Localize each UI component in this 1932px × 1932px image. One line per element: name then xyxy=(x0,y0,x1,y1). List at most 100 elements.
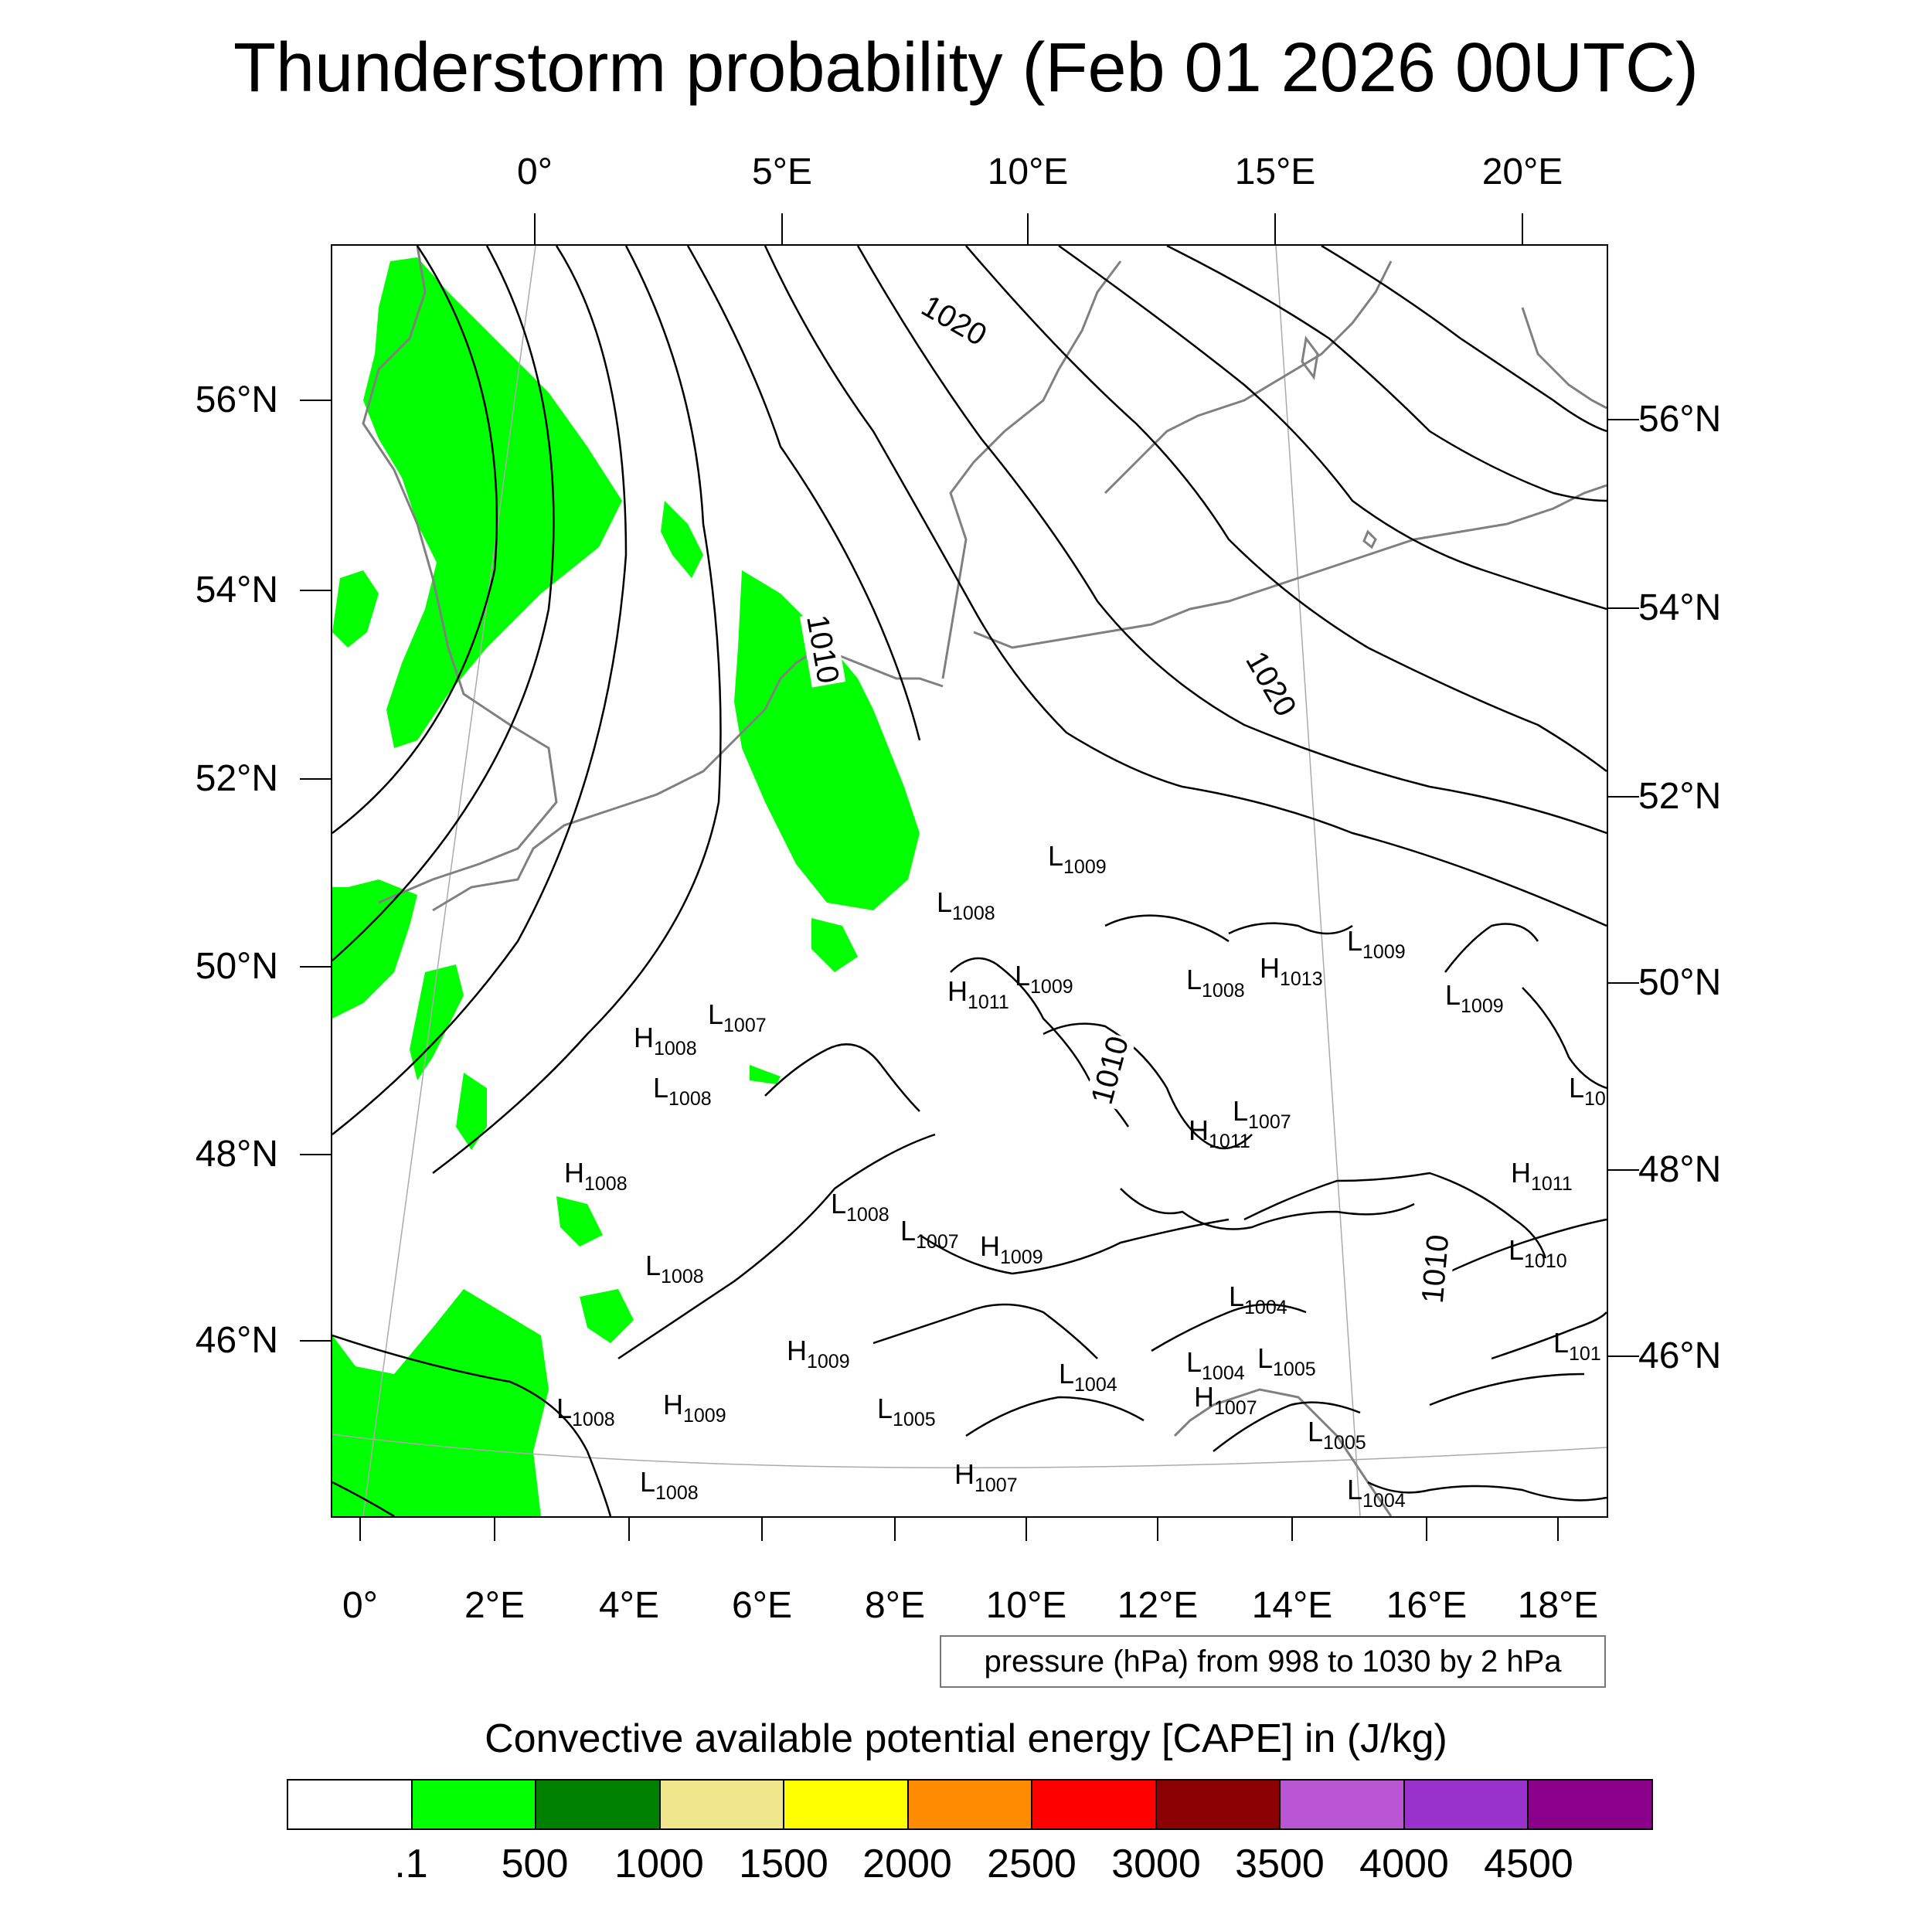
pressure-center: L1009 xyxy=(1048,840,1107,879)
pressure-center: H1011 xyxy=(947,975,1009,1014)
pressure-center-type: L xyxy=(1308,1416,1324,1447)
pressure-center: L1005 xyxy=(1257,1343,1316,1381)
pressure-center: H1007 xyxy=(1194,1382,1257,1420)
isobar xyxy=(1429,1372,1585,1406)
pressure-center: L1005 xyxy=(1308,1416,1366,1454)
pressure-center-value: 1009 xyxy=(1461,995,1504,1017)
isobar xyxy=(1228,922,1353,935)
pressure-center-type: H xyxy=(947,975,968,1007)
pressure-center-type: L xyxy=(1048,840,1064,872)
pressure-center-type: H xyxy=(663,1389,683,1420)
pressure-center: H1009 xyxy=(980,1231,1043,1269)
left-lat-label: 56°N xyxy=(195,379,278,420)
bottom-tick xyxy=(494,1518,495,1541)
colorbar-title: Convective available potential energy [C… xyxy=(485,1716,1447,1761)
right-tick xyxy=(1608,982,1639,984)
pressure-center-value: 1005 xyxy=(1323,1432,1366,1454)
isobar xyxy=(965,246,1607,772)
colorbar-box xyxy=(1032,1781,1157,1828)
pressure-center-type: L xyxy=(900,1215,917,1247)
pressure-center-type: L xyxy=(831,1188,847,1219)
right-lat-label: 48°N xyxy=(1638,1149,1722,1190)
pressure-center: L1007 xyxy=(708,999,767,1037)
isobar xyxy=(856,246,1607,835)
pressure-center: L1009 xyxy=(1347,926,1406,964)
bottom-lon-label: 6°E xyxy=(732,1585,792,1626)
bottom-tick xyxy=(761,1518,763,1541)
coastline-denmark xyxy=(941,260,1122,679)
cape-area-luxembourg xyxy=(811,918,858,972)
pressure-center-value: 1008 xyxy=(668,1088,712,1110)
pressure-center-type: H xyxy=(1189,1114,1209,1146)
bottom-lon-label: 10°E xyxy=(985,1585,1067,1626)
bottom-lon-label: 12°E xyxy=(1117,1585,1199,1626)
pressure-center-value: 1009 xyxy=(807,1351,850,1372)
pressure-center-value: 1008 xyxy=(584,1173,628,1195)
pressure-center-value: 101 xyxy=(1569,1343,1601,1365)
coastline-uk-east xyxy=(362,246,558,904)
isobar xyxy=(1522,987,1607,1090)
pressure-center-type: L xyxy=(937,886,953,918)
colorbar-label: 2000 xyxy=(862,1842,952,1886)
top-tick xyxy=(1522,213,1523,244)
colorbar-label: 1000 xyxy=(614,1842,704,1886)
pressure-center-value: 1005 xyxy=(1273,1359,1316,1380)
pressure-center-value: 1008 xyxy=(655,1482,699,1504)
pressure-center: H1011 xyxy=(1511,1157,1573,1196)
colorbar-label: 4000 xyxy=(1359,1842,1449,1886)
pressure-center-type: L xyxy=(1015,960,1031,992)
isobar xyxy=(872,1303,1098,1359)
coastline-adriatic xyxy=(1173,1388,1393,1516)
pressure-center-value: 1009 xyxy=(1030,976,1073,998)
pressure-center-value: 1009 xyxy=(1362,941,1406,963)
left-tick xyxy=(300,966,331,968)
pressure-center: L1008 xyxy=(831,1188,889,1226)
pressure-center-value: 1008 xyxy=(654,1038,697,1060)
pressure-center-type: L xyxy=(556,1393,573,1424)
pressure-center: H1011 xyxy=(1189,1114,1250,1153)
right-tick xyxy=(1608,607,1639,609)
graticule-meridian-0 xyxy=(362,246,536,1516)
top-lon-label: 0° xyxy=(517,151,553,192)
cape-area-north-sea xyxy=(661,501,703,578)
isobar xyxy=(919,1218,1230,1275)
isobar xyxy=(1151,1303,1307,1352)
cape-area-lyon xyxy=(332,1289,549,1516)
isobar xyxy=(1429,1218,1607,1283)
right-lat-label: 56°N xyxy=(1638,399,1722,440)
cape-area-france-center xyxy=(456,1073,487,1150)
chart-title: Thunderstorm probability (Feb 01 2026 00… xyxy=(233,29,1699,107)
pressure-center-value: 1011 xyxy=(1209,1131,1250,1152)
coastline-baltic-south xyxy=(973,484,1607,649)
colorbar-box xyxy=(536,1781,661,1828)
pressure-center: L1008 xyxy=(1186,964,1245,1002)
isobar xyxy=(617,1133,936,1360)
right-tick xyxy=(1608,1355,1639,1357)
pressure-center-type: L xyxy=(1059,1358,1075,1389)
pressure-center: H1009 xyxy=(663,1389,726,1427)
top-lon-label: 5°E xyxy=(752,151,812,192)
top-tick xyxy=(781,213,783,244)
pressure-center: L1008 xyxy=(645,1250,704,1288)
pressure-center-type: H xyxy=(954,1458,975,1490)
top-lon-label: 15°E xyxy=(1234,151,1316,192)
pressure-center: L1004 xyxy=(1186,1347,1245,1385)
isobar xyxy=(1166,246,1607,502)
pressure-center: L1008 xyxy=(653,1073,712,1111)
pressure-center-value: 1004 xyxy=(1362,1490,1406,1512)
pressure-center-type: L xyxy=(1229,1281,1245,1312)
colorbar-box xyxy=(1281,1781,1405,1828)
left-tick xyxy=(300,400,331,401)
pressure-center-value: 10 xyxy=(1584,1088,1606,1110)
colorbar-box xyxy=(660,1781,785,1828)
pressure-center-value: 1007 xyxy=(1248,1111,1291,1133)
pressure-center-value: 1004 xyxy=(1074,1374,1117,1396)
pressure-center: H1008 xyxy=(564,1158,628,1196)
right-lat-label: 46°N xyxy=(1638,1335,1722,1376)
cape-area-channel xyxy=(332,879,417,1019)
isobar xyxy=(1120,1188,1415,1230)
pressure-center: L1005 xyxy=(877,1393,936,1431)
pressure-center-type: H xyxy=(1511,1157,1531,1189)
pressure-center-type: L xyxy=(1186,964,1202,995)
pressure-center-type: L xyxy=(645,1250,662,1281)
